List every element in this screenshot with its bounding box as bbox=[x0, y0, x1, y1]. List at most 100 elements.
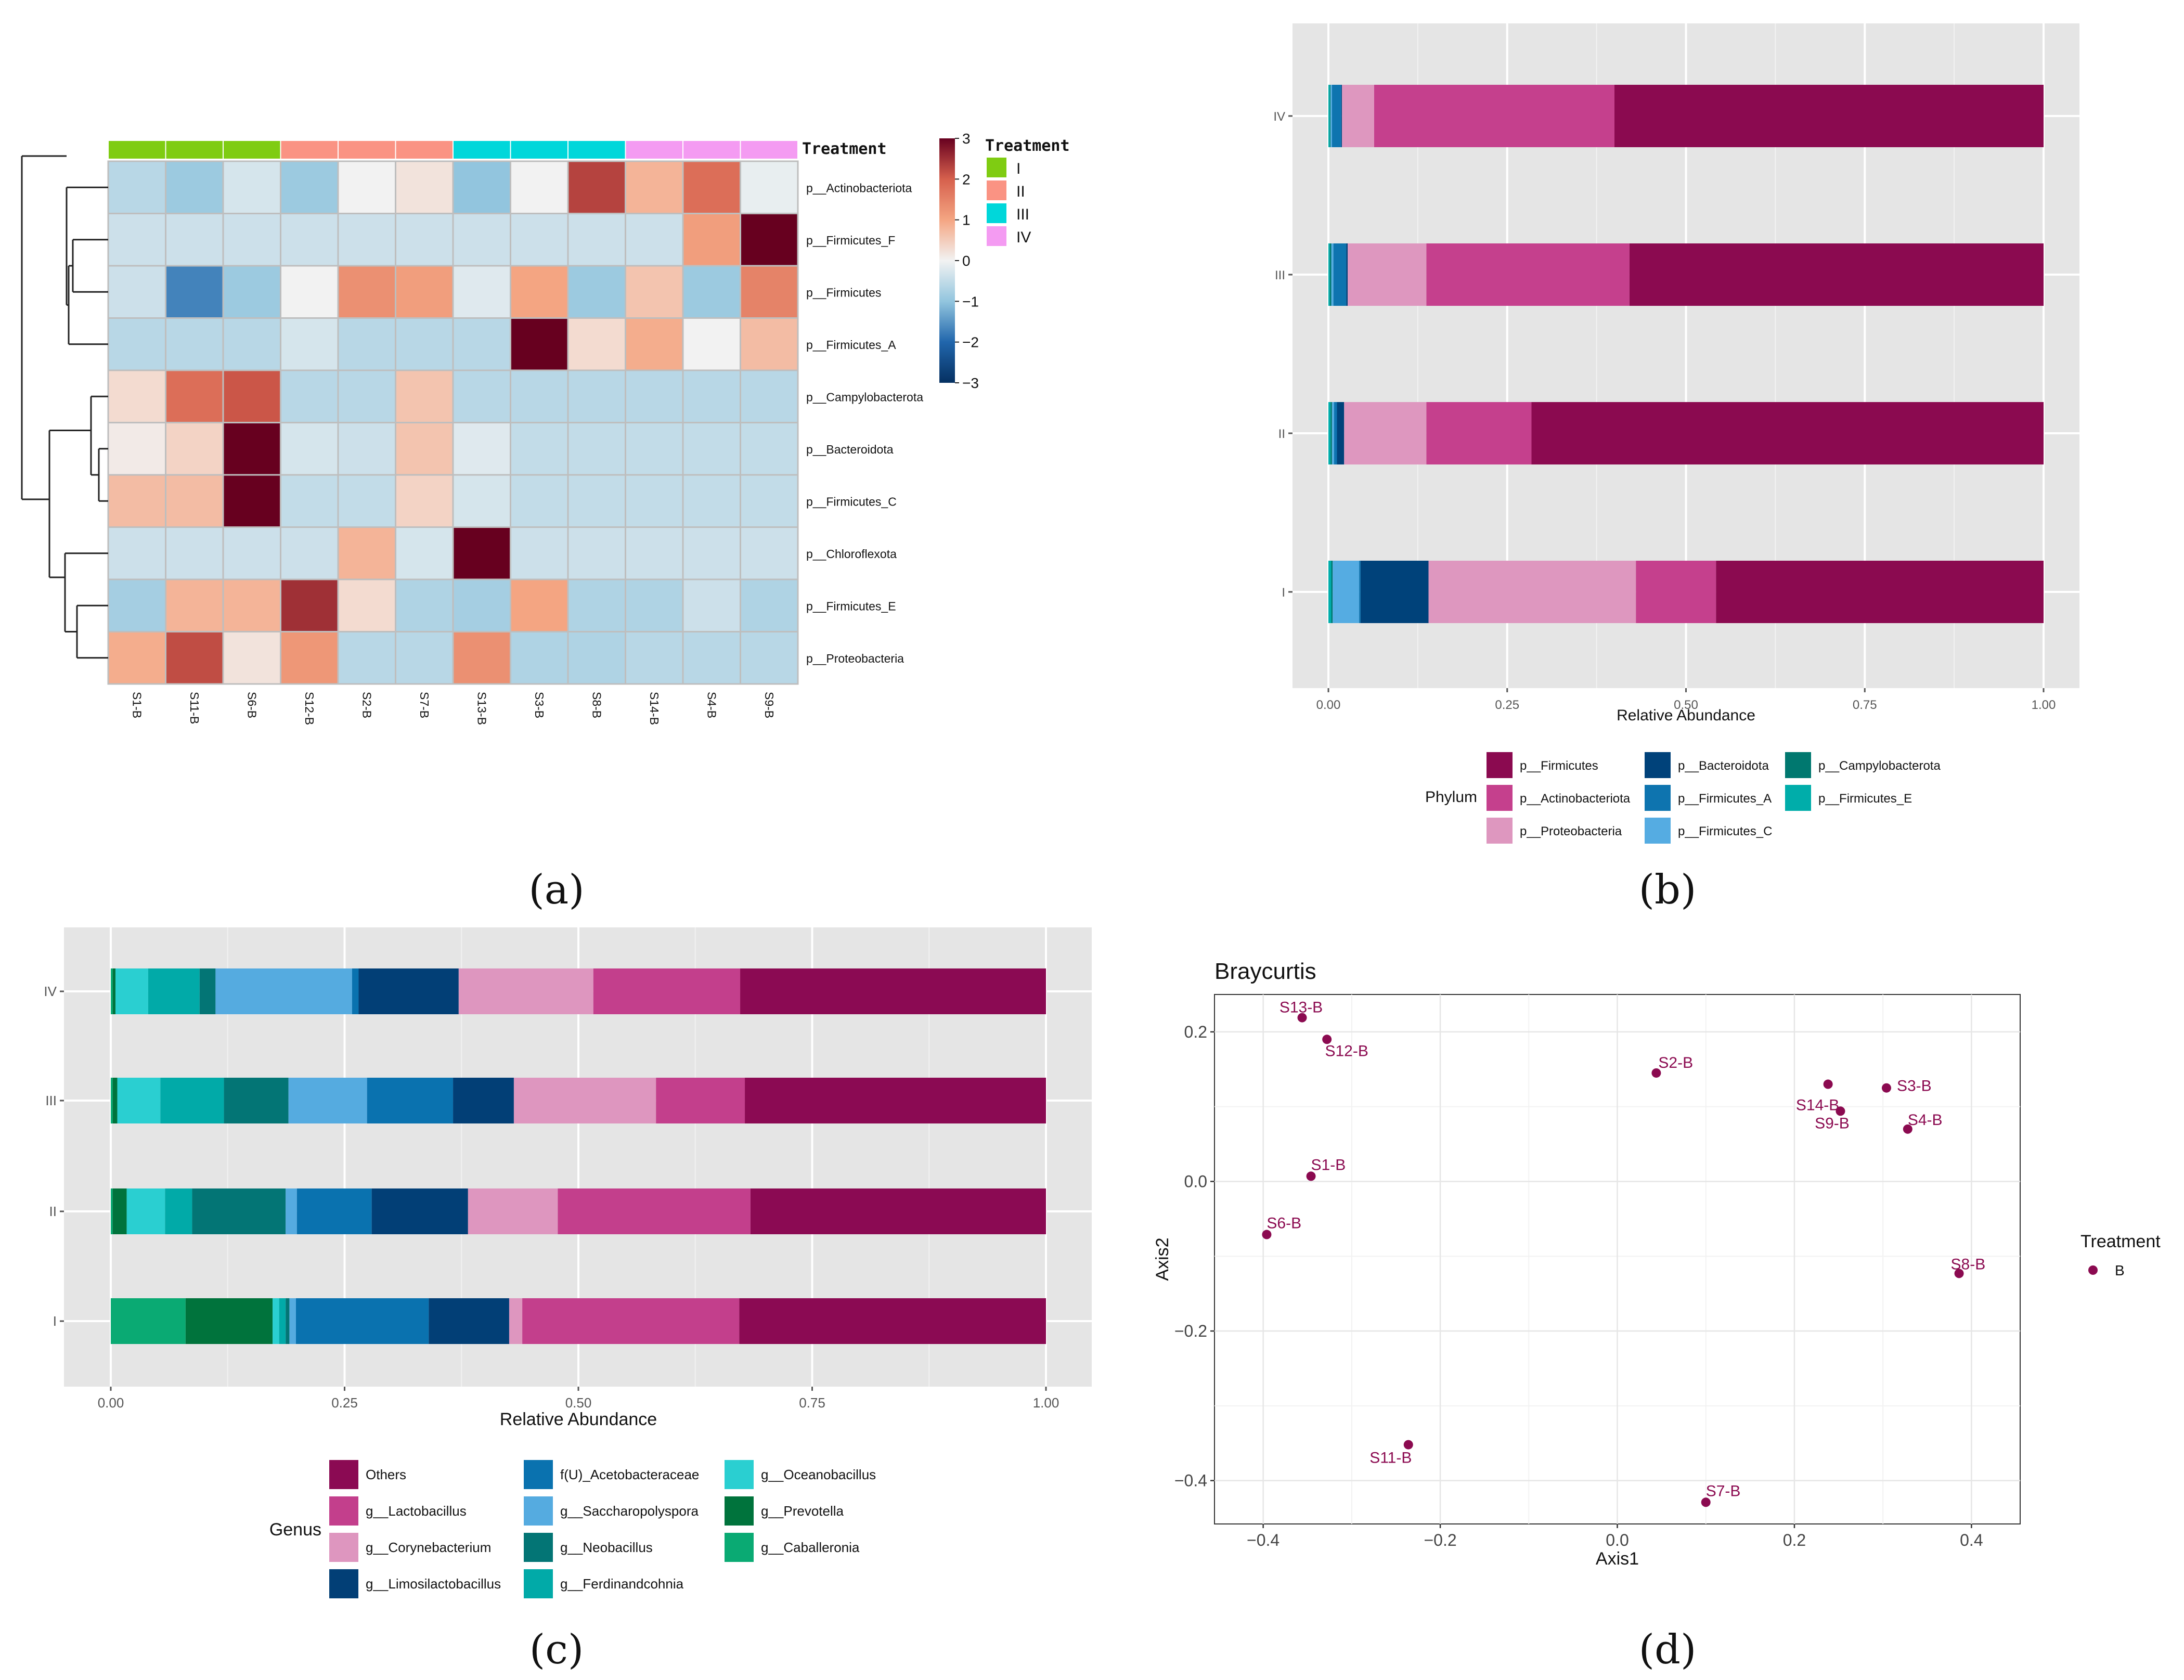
bar-segment bbox=[1332, 85, 1341, 147]
heatmap-cell bbox=[222, 631, 281, 685]
heatmap-cell bbox=[567, 317, 626, 371]
scatter-point bbox=[1262, 1230, 1272, 1239]
bar-segment bbox=[1328, 85, 1330, 147]
legend-label: g__Lactobacillus bbox=[366, 1503, 467, 1519]
heatmap-cell bbox=[165, 369, 224, 423]
bar-segment bbox=[286, 1298, 290, 1344]
scatter-point bbox=[1306, 1171, 1316, 1181]
heatmap-cell bbox=[337, 422, 396, 476]
heatmap-cell bbox=[625, 317, 684, 371]
x-axis-label: Relative Abundance bbox=[500, 1410, 657, 1429]
heatmap-cell bbox=[107, 578, 166, 632]
treatment-annotation-cell bbox=[740, 140, 798, 160]
bar-segment bbox=[509, 1298, 523, 1344]
heatmap-cell bbox=[165, 526, 224, 580]
heatmap-cell bbox=[222, 317, 281, 371]
legend-key bbox=[524, 1533, 553, 1562]
point-label: S11-B bbox=[1369, 1450, 1412, 1467]
heatmap-cell bbox=[107, 631, 166, 685]
panel-label-b: (b) bbox=[1639, 867, 1697, 913]
treatment-annotation-cell bbox=[395, 140, 454, 160]
heatmap-column-label: S11-B bbox=[188, 692, 201, 724]
heatmap-cell bbox=[107, 369, 166, 423]
legend-label: g__Oceanobacillus bbox=[761, 1467, 876, 1482]
scatter-point bbox=[1954, 1269, 1964, 1278]
treatment-legend-label: I bbox=[1016, 160, 1020, 177]
heatmap-cell bbox=[395, 213, 454, 267]
heatmap-cell bbox=[222, 213, 281, 267]
bar-segment bbox=[1716, 561, 2044, 623]
treatment-annotation-cell bbox=[280, 140, 339, 160]
heatmap-cell bbox=[395, 526, 454, 580]
heatmap-cell bbox=[740, 526, 799, 580]
heatmap-cell bbox=[682, 160, 741, 214]
bar-segment bbox=[286, 1188, 297, 1234]
scatter-point bbox=[1701, 1497, 1711, 1507]
bar-segment bbox=[458, 968, 593, 1014]
bar-segment bbox=[112, 968, 115, 1014]
heatmap-cell bbox=[165, 474, 224, 528]
heatmap-cell bbox=[452, 631, 511, 685]
x-tick-label: 0.50 bbox=[1674, 698, 1698, 712]
bar-segment bbox=[1328, 402, 1331, 464]
bar-segment bbox=[656, 1078, 745, 1123]
bar-segment bbox=[1337, 402, 1345, 464]
treatment-annotation-cell bbox=[223, 140, 281, 160]
x-tick-label: 0.00 bbox=[98, 1395, 124, 1411]
heatmap-cell bbox=[510, 265, 569, 319]
heatmap-cell bbox=[222, 422, 281, 476]
heatmap-cell bbox=[740, 160, 799, 214]
scatter-point bbox=[1903, 1124, 1912, 1134]
bar-segment bbox=[358, 968, 459, 1014]
heatmap-cell bbox=[740, 422, 799, 476]
bar-segment bbox=[111, 1188, 113, 1234]
heatmap-cell bbox=[452, 317, 511, 371]
bar-segment bbox=[1426, 402, 1532, 464]
bar-segment bbox=[1342, 85, 1374, 147]
bar-segment bbox=[165, 1188, 192, 1234]
heatmap-cell bbox=[280, 578, 339, 632]
treatment-legend-label: IV bbox=[1016, 229, 1031, 246]
bar-segment bbox=[1359, 561, 1361, 623]
legend-label: g__Neobacillus bbox=[560, 1540, 653, 1555]
treatment-legend-label: II bbox=[1016, 183, 1025, 200]
x-tick-label: 0.25 bbox=[331, 1395, 358, 1411]
heatmap-cell bbox=[337, 213, 396, 267]
heatmap-cell bbox=[165, 265, 224, 319]
point-label: S2-B bbox=[1658, 1054, 1693, 1071]
scatter-panel: −0.4 −0.2 0.0 0.2 0.4 −0.4 −0.2 0.0 0.2 Braycurti… bbox=[1153, 959, 2161, 1569]
bar-segment bbox=[1329, 243, 1332, 306]
heatmap-cell bbox=[625, 526, 684, 580]
heatmap-cell bbox=[567, 369, 626, 423]
bar-segment bbox=[185, 1298, 273, 1344]
heatmap-cell bbox=[165, 631, 224, 685]
heatmap-cell bbox=[337, 526, 396, 580]
heatmap-row-label: p__Firmicutes_E bbox=[806, 599, 896, 613]
panel-label-a: (a) bbox=[528, 867, 584, 913]
heatmap-cell bbox=[567, 578, 626, 632]
heatmap-cell bbox=[625, 213, 684, 267]
heatmap-cell bbox=[280, 474, 339, 528]
legend-key bbox=[329, 1569, 358, 1598]
legend-key bbox=[329, 1460, 358, 1489]
scatter-point bbox=[1881, 1083, 1891, 1093]
bar-segment bbox=[558, 1188, 751, 1234]
heatmap-cell bbox=[625, 265, 684, 319]
color-scale-tick-label: 3 bbox=[962, 131, 971, 147]
point-label: S13-B bbox=[1280, 999, 1323, 1016]
heatmap-cell bbox=[337, 265, 396, 319]
heatmap-cell bbox=[452, 422, 511, 476]
heatmap-row-label: p__Proteobacteria bbox=[806, 652, 904, 665]
heatmap-cell bbox=[567, 526, 626, 580]
heatmap-row-label: p__Firmicutes_F bbox=[806, 234, 895, 247]
heatmap-cell bbox=[107, 160, 166, 214]
heatmap-cell bbox=[510, 422, 569, 476]
heatmap-cell bbox=[165, 317, 224, 371]
heatmap-cell bbox=[222, 265, 281, 319]
heatmap-cell bbox=[452, 369, 511, 423]
treatment-annotation-cell bbox=[625, 140, 683, 160]
treatment-legend-key bbox=[986, 179, 1007, 201]
legend-label: g__Saccharopolyspora bbox=[560, 1503, 699, 1519]
y-tick-label: III bbox=[1275, 268, 1285, 282]
